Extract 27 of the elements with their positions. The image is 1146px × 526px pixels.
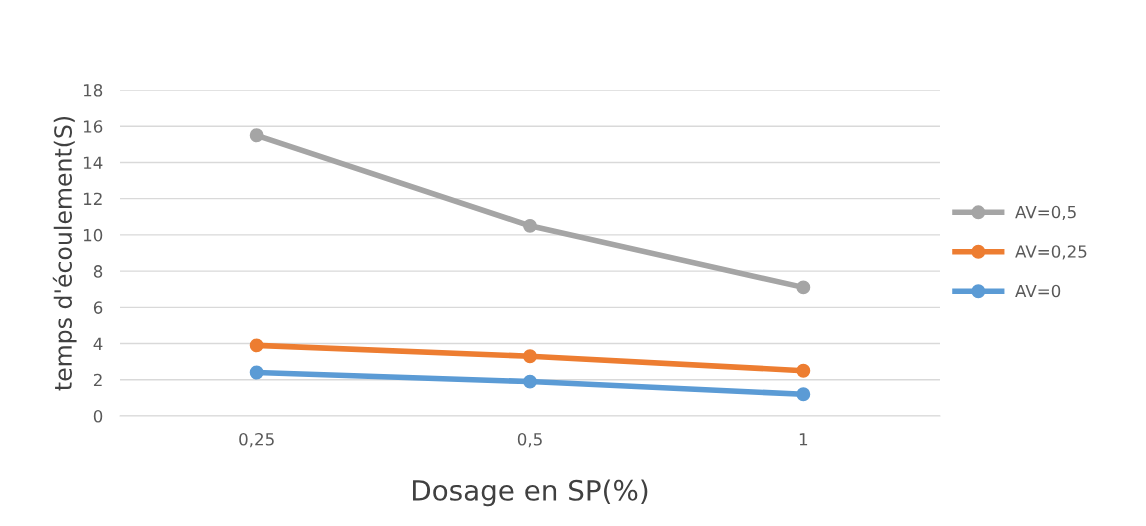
- point: [249, 365, 264, 380]
- y-tick-label: 18: [83, 83, 103, 97]
- legend-label: AV=0,5: [1015, 205, 1076, 221]
- point: [523, 218, 537, 233]
- point: [796, 280, 811, 295]
- y-tick-label: 16: [83, 120, 103, 133]
- x-tick-label: 0,25: [239, 432, 274, 448]
- y-tick-label: 10: [83, 228, 103, 242]
- y-tick-label: 4: [93, 337, 103, 350]
- y-tick-label: 2: [93, 373, 102, 387]
- point: [523, 374, 537, 389]
- y-tick-label: 6: [93, 301, 103, 314]
- x-axis-title: Dosage en SP(%): [413, 479, 648, 507]
- y-axis-title: temps d'écoulement(S): [52, 116, 77, 391]
- legend-label: AV=0,25: [1015, 245, 1087, 260]
- x-tick-label: 1: [799, 433, 808, 446]
- point: [796, 387, 811, 402]
- y-tick-label: 14: [83, 156, 103, 169]
- legend-label: AV=0: [1015, 284, 1061, 298]
- x-tick-label: 0,5: [517, 432, 542, 448]
- point: [249, 338, 264, 353]
- point: [796, 363, 811, 378]
- point: [523, 349, 537, 364]
- point: [249, 128, 264, 143]
- y-tick-label: 8: [93, 265, 103, 278]
- y-tick-label: 12: [83, 192, 102, 205]
- y-tick-label: 0: [93, 409, 103, 423]
